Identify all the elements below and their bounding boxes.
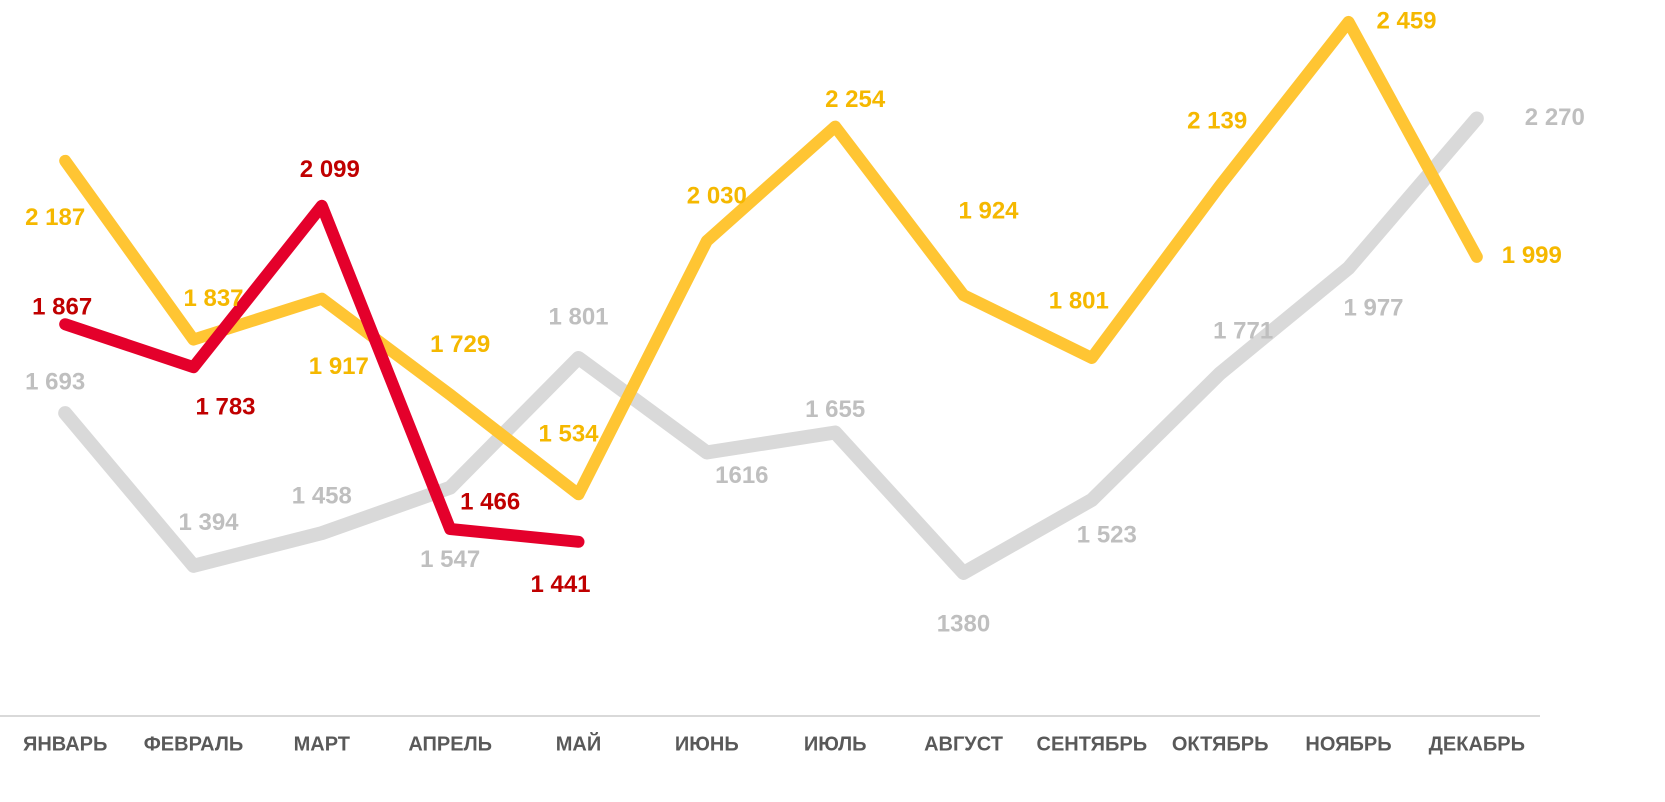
x-tick-label: ИЮЛЬ [804,733,867,755]
data-label: 1 867 [32,294,92,321]
x-tick-label: МАЙ [556,731,601,755]
x-tick-label: АВГУСТ [924,733,1003,755]
data-label: 1 655 [805,396,865,423]
series-line [59,199,585,548]
data-label: 1 801 [548,303,608,330]
series-line [59,15,1483,501]
data-label: 1 534 [538,421,599,448]
x-tick-label: АПРЕЛЬ [408,733,492,755]
data-label: 1 783 [195,393,255,420]
data-label: 1 441 [530,571,590,598]
data-label: 1616 [715,462,768,489]
data-label: 1 801 [1049,287,1109,314]
data-label: 1 547 [420,546,480,573]
data-label: 1 693 [25,368,85,395]
data-label: 1 466 [460,488,520,515]
data-label: 2 270 [1525,104,1585,131]
data-label: 2 139 [1187,108,1247,135]
x-tick-label: МАРТ [294,733,350,755]
series-line [58,111,1484,580]
data-label: 1 917 [309,353,369,380]
data-label: 1 523 [1077,521,1137,548]
data-label: 1 458 [292,482,352,509]
data-label: 1 771 [1213,318,1273,345]
data-label: 2 254 [825,86,886,113]
data-label: 1 924 [958,197,1019,224]
x-tick-label: СЕНТЯБРЬ [1037,733,1148,755]
data-label: 1 837 [183,285,243,312]
data-label: 1 977 [1343,294,1403,321]
data-label: 2 187 [25,204,85,231]
data-label: 2 030 [687,182,747,209]
x-tick-label: ФЕВРАЛЬ [144,733,244,755]
x-tick-label: ЯНВАРЬ [23,733,107,755]
x-tick-label: НОЯБРЬ [1305,733,1391,755]
data-label: 1 394 [178,509,239,536]
data-label: 1380 [937,610,990,637]
data-label: 2 099 [300,156,360,183]
x-tick-label: ДЕКАБРЬ [1429,733,1525,755]
data-label: 2 459 [1376,7,1436,34]
data-label: 1 999 [1502,242,1562,269]
data-label: 1 729 [430,331,490,358]
x-tick-label: ИЮНЬ [675,733,739,755]
x-tick-label: ОКТЯБРЬ [1172,733,1269,755]
